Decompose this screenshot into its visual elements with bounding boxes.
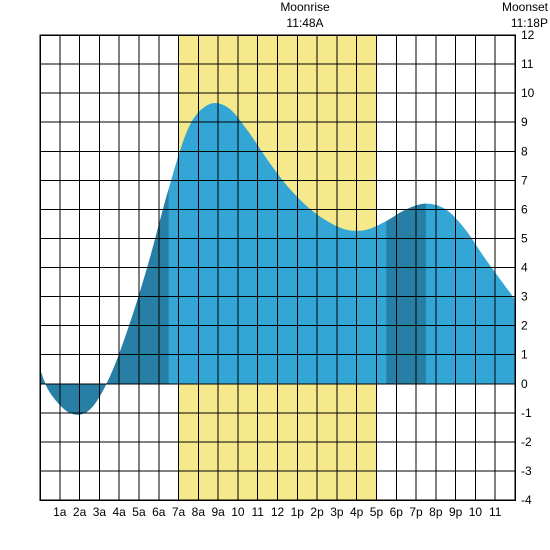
x-tick-label: 4p xyxy=(350,505,364,519)
moonrise-label: Moonrise xyxy=(265,0,345,16)
y-tick-label: 3 xyxy=(521,290,528,304)
moonset-block: Moonset 11:18P xyxy=(486,0,548,31)
x-tick-label: 6a xyxy=(152,505,166,519)
y-tick-label: -4 xyxy=(521,493,532,507)
moonset-time: 11:18P xyxy=(486,16,548,32)
y-tick-label: 5 xyxy=(521,231,528,245)
x-tick-label: 9a xyxy=(211,505,225,519)
x-tick-label: 2p xyxy=(310,505,324,519)
x-tick-label: 3p xyxy=(330,505,344,519)
y-tick-label: 10 xyxy=(521,86,535,100)
x-tick-label: 8a xyxy=(192,505,206,519)
y-tick-label: 0 xyxy=(521,377,528,391)
x-tick-label: 12 xyxy=(271,505,285,519)
x-tick-label: 4a xyxy=(112,505,126,519)
y-tick-label: 4 xyxy=(521,261,528,275)
y-tick-label: 11 xyxy=(521,57,534,71)
x-tick-label: 1p xyxy=(291,505,305,519)
y-tick-label: -1 xyxy=(521,406,532,420)
x-tick-label: 10 xyxy=(231,505,245,519)
y-tick-label: 2 xyxy=(521,319,528,333)
y-tick-label: 1 xyxy=(521,348,528,362)
x-tick-label: 7a xyxy=(172,505,186,519)
y-tick-label: -3 xyxy=(521,464,532,478)
x-tick-label: 1a xyxy=(53,505,67,519)
x-tick-label: 5a xyxy=(132,505,146,519)
moonrise-time: 11:48A xyxy=(265,16,345,32)
x-tick-label: 2a xyxy=(73,505,87,519)
x-tick-label: 10 xyxy=(469,505,483,519)
moonset-label: Moonset xyxy=(486,0,548,16)
x-tick-label: 11 xyxy=(251,505,264,519)
y-tick-label: 7 xyxy=(521,173,528,187)
tide-chart-container: Moonrise 11:48A Moonset 11:18P -4-3-2-10… xyxy=(0,0,550,550)
y-tick-label: 6 xyxy=(521,202,528,216)
x-tick-label: 7p xyxy=(409,505,423,519)
tide-chart: -4-3-2-101234567891011121a2a3a4a5a6a7a8a… xyxy=(0,0,550,550)
y-tick-label: 9 xyxy=(521,115,528,129)
x-tick-label: 9p xyxy=(449,505,463,519)
y-tick-label: 8 xyxy=(521,144,528,158)
moonrise-block: Moonrise 11:48A xyxy=(265,0,345,31)
x-tick-label: 8p xyxy=(429,505,443,519)
x-tick-label: 11 xyxy=(489,505,502,519)
x-tick-label: 5p xyxy=(370,505,384,519)
x-tick-label: 6p xyxy=(390,505,404,519)
x-tick-label: 3a xyxy=(93,505,107,519)
y-tick-label: -2 xyxy=(521,435,532,449)
